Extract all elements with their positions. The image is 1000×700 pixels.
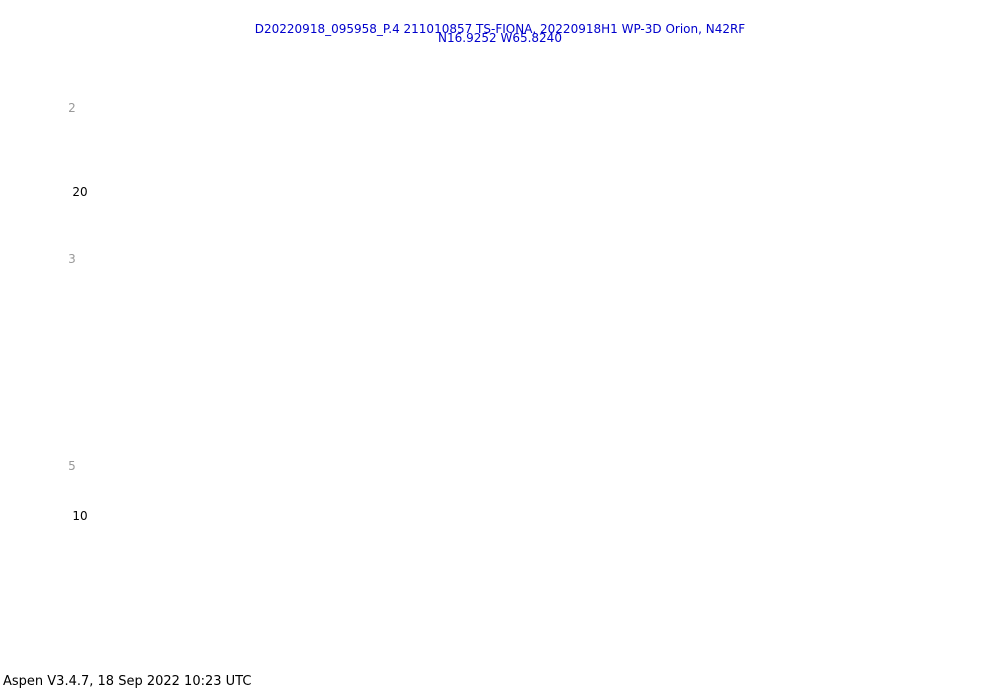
dry-adiabat-label: 10 [72, 509, 87, 523]
mixing-ratio-label: 3 [68, 252, 76, 266]
mixing-ratio-label: 2 [68, 101, 76, 115]
dry-adiabat-label: 20 [72, 185, 87, 199]
axis-labels: 6007008009001000-10010203030405020101015… [68, 101, 87, 523]
mixing-ratio-label: 5 [68, 459, 76, 473]
chart-subtitle: N16.9252 W65.8240 [438, 31, 562, 45]
chart-title: D20220918_095958_P.4 211010857 TS-FIONA,… [255, 22, 746, 36]
footer-version: Aspen V3.4.7, 18 Sep 2022 10:23 UTC [3, 674, 252, 689]
